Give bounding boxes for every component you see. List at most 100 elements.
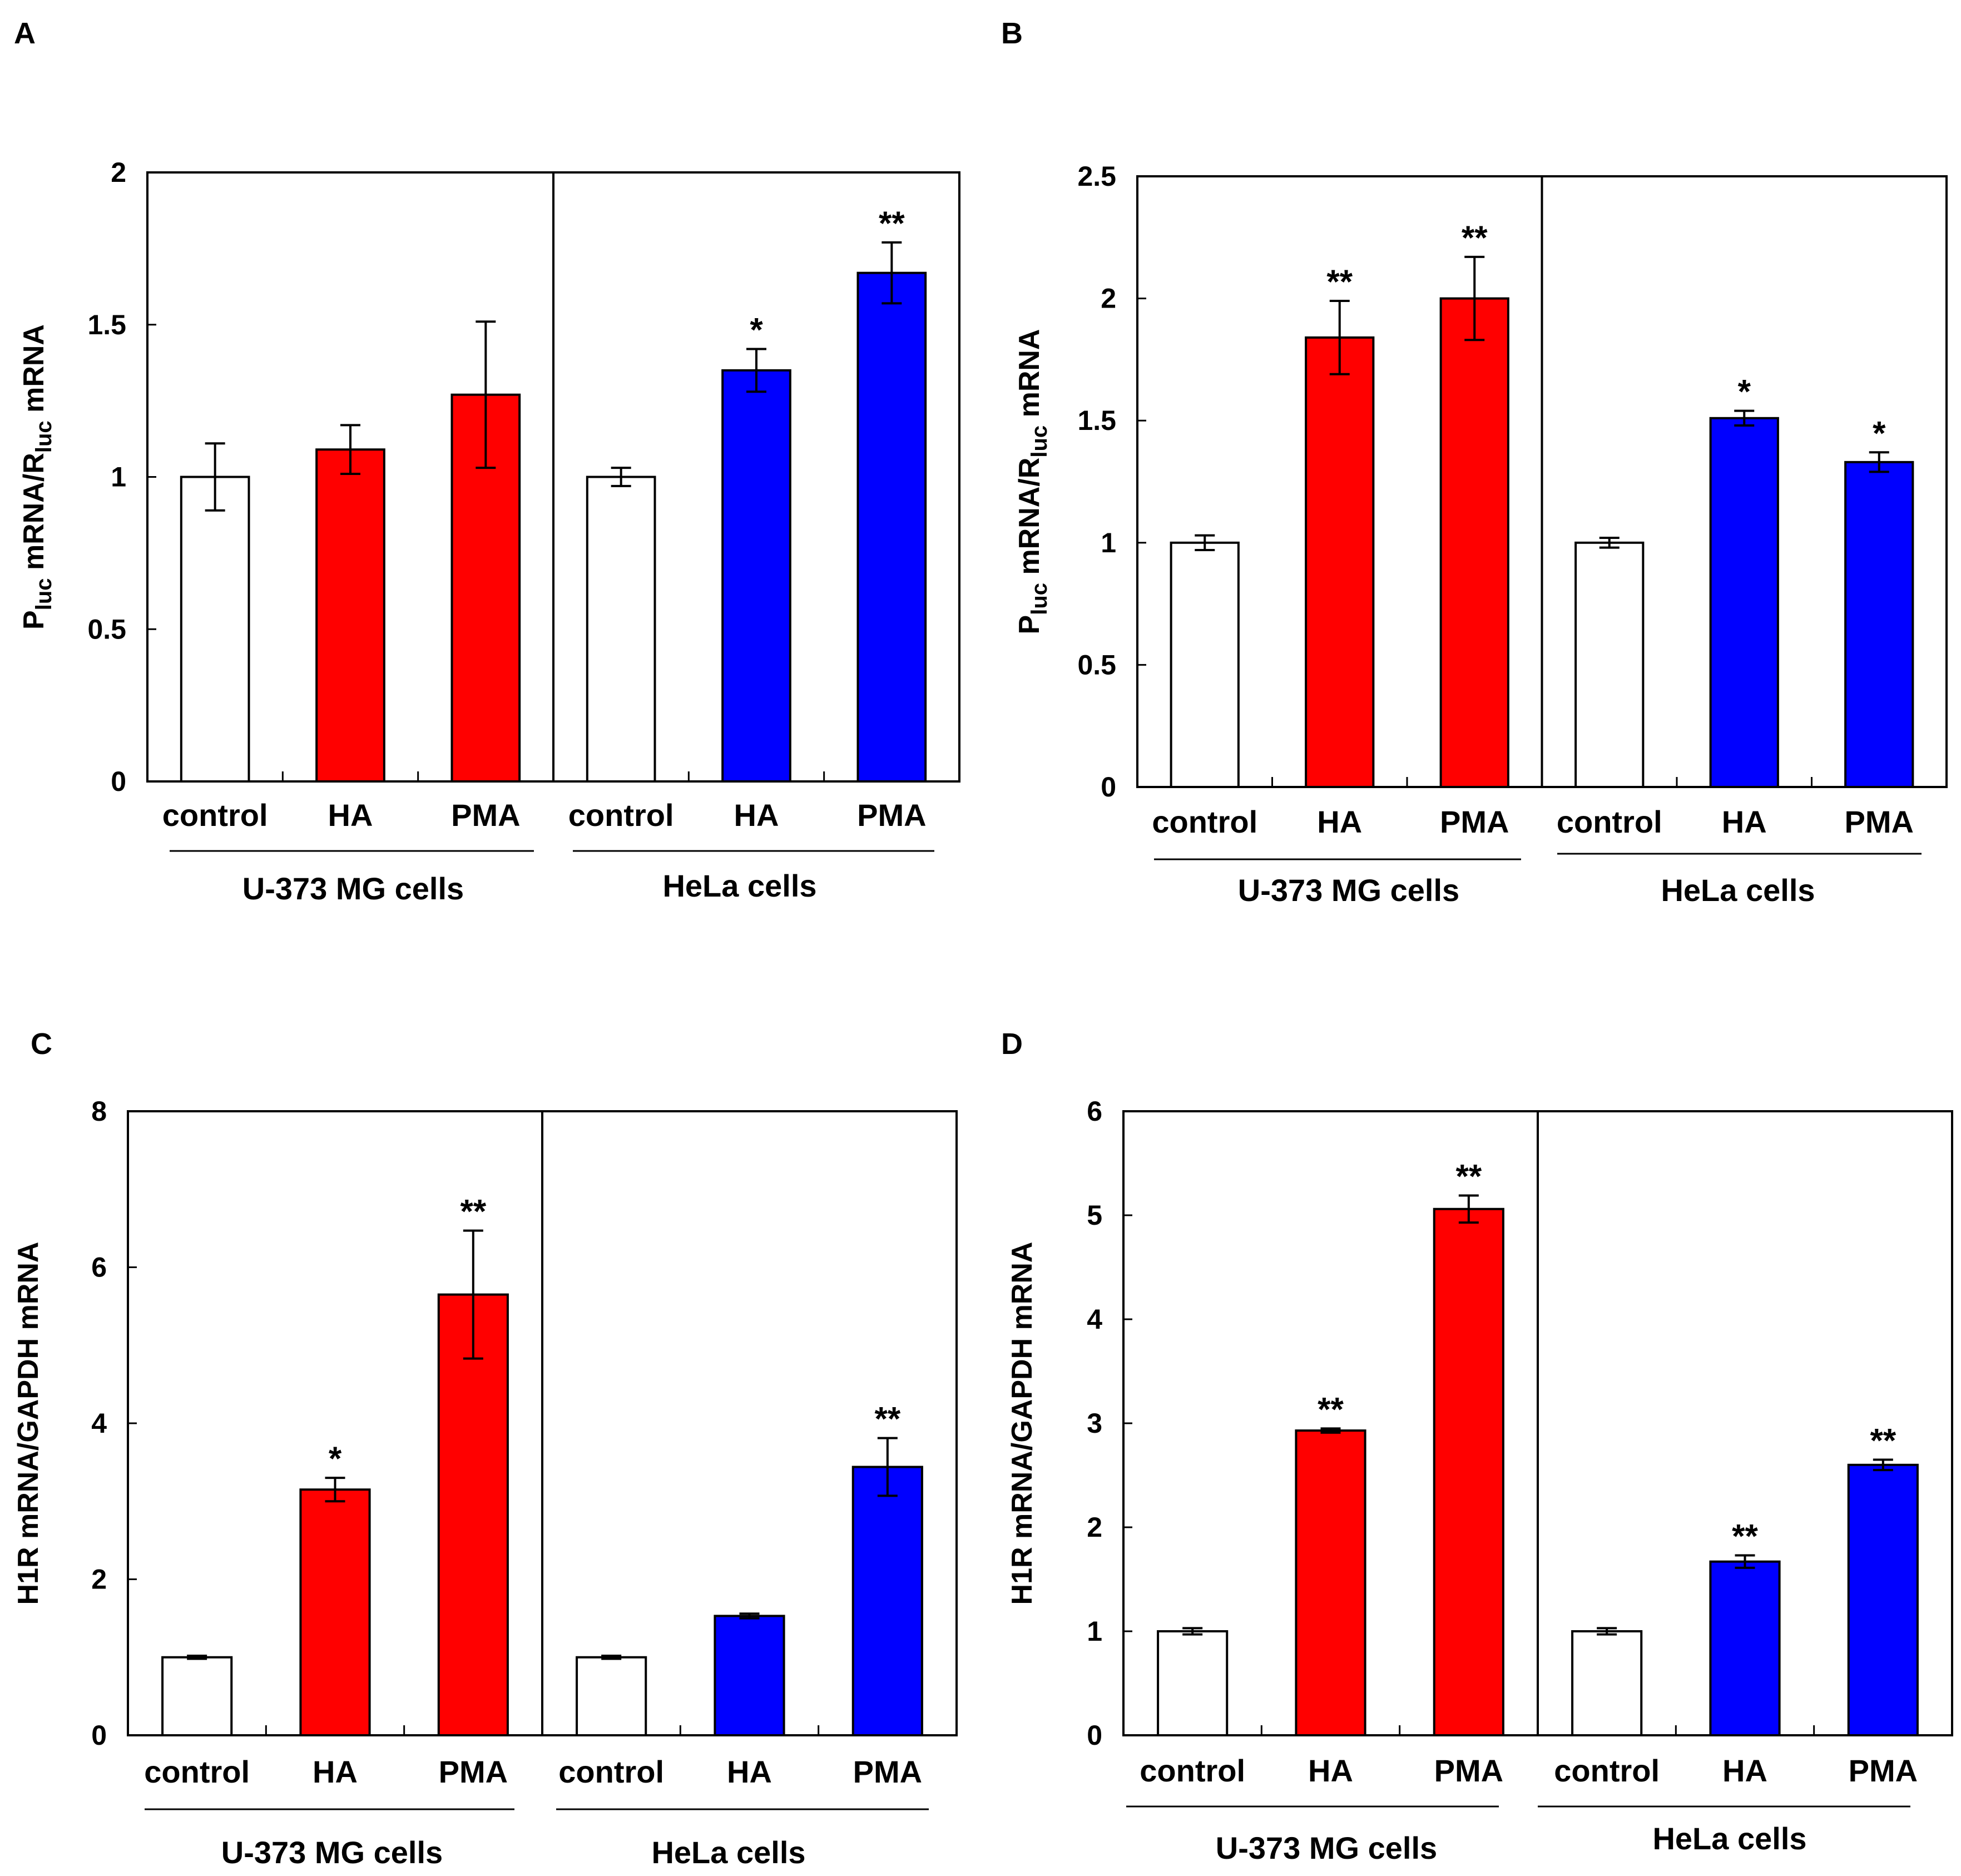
panel-c-letter: C — [31, 1027, 52, 1061]
panel-a-bar-hela-ha — [721, 369, 791, 783]
panel-c-ytick-label: 8 — [91, 1096, 107, 1127]
panel-a-ytick-label: 2 — [111, 157, 126, 188]
panel-c-ytick-label: 0 — [91, 1720, 107, 1751]
panel-a-bar-hela-control — [586, 476, 656, 783]
panel-d-bar-hela-pma — [1847, 1463, 1919, 1737]
panel-a-ytick-label: 1.5 — [87, 309, 126, 340]
panel-b-significance-mark: ** — [1326, 263, 1353, 300]
panel-b-ytick-label: 2 — [1101, 283, 1116, 314]
panel-a-bar-u373-control — [180, 476, 250, 783]
panel-c-ytick-label: 6 — [91, 1252, 107, 1283]
panel-c-category-label: PMA — [853, 1754, 922, 1789]
panel-c-significance-mark: ** — [460, 1193, 486, 1230]
panel-d-significance-mark: ** — [1318, 1390, 1344, 1428]
panel-b-category-label: PMA — [1440, 804, 1509, 839]
panel-c-category-label: control — [144, 1754, 250, 1789]
panel-d-category-label: PMA — [1849, 1753, 1918, 1788]
panel-a-letter: A — [14, 17, 36, 50]
panel-d-ytick-label: 0 — [1087, 1720, 1102, 1751]
panel-a-group-label-u373: U-373 MG cells — [242, 871, 464, 906]
panel-c-bar-hela-control — [576, 1656, 647, 1736]
panel-a-category-label: HA — [328, 798, 373, 833]
panel-c-bar-hela-ha — [714, 1615, 785, 1736]
panel-d-ytick-label: 6 — [1087, 1096, 1102, 1127]
panel-d-bar-hela-ha — [1709, 1560, 1781, 1736]
panel-c-bar-hela-pma — [851, 1466, 923, 1737]
panel-a-category-label: control — [568, 798, 674, 833]
panel-c-category-label: HA — [313, 1754, 358, 1789]
panel-a-category-label: PMA — [857, 798, 926, 833]
panel-d-group-label-u373: U-373 MG cells — [1216, 1830, 1437, 1865]
panel-a-y-axis-label: Pluc mRNA/Rluc mRNA — [18, 324, 56, 630]
panel-d-bar-u373-pma — [1433, 1207, 1504, 1736]
panel-c-category-label: HA — [727, 1754, 772, 1789]
panel-d-y-axis-label: H1R mRNA/GAPDH mRNA — [1006, 1242, 1038, 1605]
panel-a-ytick-label: 0.5 — [87, 613, 126, 645]
panel-b-significance-mark: * — [1873, 414, 1886, 452]
panel-a-ytick-label: 1 — [111, 462, 126, 493]
panel-b: B 0 0.5 1 1.5 2 2.5 Pluc mRNA/Rluc mRNA control *… — [1001, 17, 1948, 908]
panel-d-category-label: control — [1140, 1753, 1245, 1788]
panel-c-significance-mark: * — [329, 1440, 342, 1477]
panel-d-significance-mark: ** — [1455, 1157, 1482, 1195]
panel-c-significance-mark: ** — [874, 1400, 900, 1438]
panel-b-ytick-label: 1.5 — [1077, 405, 1116, 436]
panel-b-letter: B — [1001, 17, 1023, 50]
panel-b-bar-hela-pma — [1844, 461, 1914, 788]
panel-d-ytick-label: 1 — [1087, 1616, 1102, 1647]
panel-a-group-label-hela: HeLa cells — [662, 868, 816, 903]
panel-d-category-label: PMA — [1434, 1753, 1503, 1788]
panel-b-bar-hela-control — [1574, 541, 1645, 788]
panel-b-ytick-label: 2.5 — [1077, 161, 1116, 192]
panel-a-category-label: control — [162, 798, 268, 833]
panel-b-y-axis-label: Pluc mRNA/Rluc mRNA — [1013, 329, 1052, 635]
panel-a-significance-mark: * — [750, 311, 763, 349]
panel-d-bar-u373-control — [1157, 1630, 1229, 1736]
panel-d-significance-mark: ** — [1870, 1422, 1896, 1459]
panel-c-bar-u373-pma — [437, 1293, 509, 1736]
panel-d-ytick-label: 5 — [1087, 1200, 1102, 1231]
panel-d-letter: D — [1001, 1027, 1023, 1061]
panel-a-bar-hela-pma — [856, 271, 927, 783]
panel-a-category-label: HA — [734, 798, 779, 833]
panel-d-category-label: HA — [1722, 1753, 1767, 1788]
panel-b-bar-u373-pma — [1439, 297, 1509, 788]
panel-d-bar-u373-ha — [1295, 1429, 1366, 1737]
panel-c-ytick-label: 4 — [91, 1408, 107, 1439]
panel-a-ytick-label: 0 — [111, 766, 126, 797]
panel-b-bar-u373-control — [1170, 541, 1240, 788]
panel-d: D 0 1 2 3 4 5 6 H1R mRNA/GAPDH mRNA control ** HA **… — [1001, 1027, 1953, 1865]
panel-b-category-label: control — [1557, 804, 1662, 839]
panel-d-category-label: HA — [1308, 1753, 1353, 1788]
panel-b-category-label: HA — [1722, 804, 1767, 839]
panel-b-group-label-u373: U-373 MG cells — [1238, 873, 1459, 908]
panel-c: C 0 2 4 6 8 H1R mRNA/GAPDH mRNA control * HA ** PMA… — [12, 1027, 958, 1870]
panel-b-significance-mark: ** — [1462, 219, 1488, 256]
panel-a-category-label: PMA — [451, 798, 520, 833]
panel-c-group-label-u373: U-373 MG cells — [221, 1835, 443, 1870]
panel-d-category-label: control — [1554, 1753, 1660, 1788]
panel-b-ytick-label: 1 — [1101, 527, 1116, 558]
panel-d-ytick-label: 3 — [1087, 1408, 1102, 1439]
panel-d-significance-mark: ** — [1732, 1517, 1758, 1555]
panel-a-significance-mark: ** — [879, 205, 905, 242]
panel-b-group-label-hela: HeLa cells — [1661, 873, 1815, 908]
panel-b-ytick-label: 0.5 — [1077, 649, 1116, 680]
panel-b-significance-mark: * — [1738, 373, 1751, 410]
panel-b-ytick-label: 0 — [1101, 771, 1116, 803]
panel-c-bar-u373-ha — [299, 1488, 371, 1736]
panel-a: A 0 0.5 1 1.5 2 Pluc mRNA/Rluc mRNA control HA PM… — [14, 17, 960, 906]
panel-b-category-label: control — [1152, 804, 1257, 839]
panel-c-group-label-hela: HeLa cells — [651, 1835, 805, 1870]
panel-d-ytick-label: 4 — [1087, 1304, 1102, 1335]
panel-c-bar-u373-control — [161, 1656, 233, 1736]
panel-c-ytick-label: 2 — [91, 1564, 107, 1595]
panel-d-group-label-hela: HeLa cells — [1652, 1821, 1806, 1856]
panel-c-category-label: control — [558, 1754, 664, 1789]
panel-a-bar-u373-ha — [315, 448, 385, 783]
panel-c-y-axis-label: H1R mRNA/GAPDH mRNA — [12, 1242, 44, 1605]
panel-b-bar-u373-ha — [1305, 336, 1375, 788]
panel-b-category-label: PMA — [1845, 804, 1914, 839]
panel-d-bar-hela-control — [1571, 1630, 1643, 1736]
